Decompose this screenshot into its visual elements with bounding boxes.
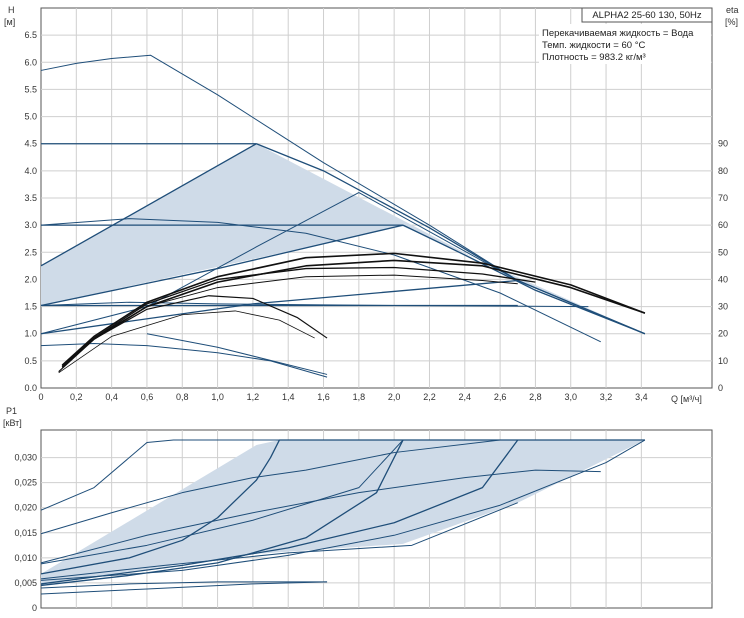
power-y-tick-labels: 0 0,005 0,010 0,015 0,020 0,025 0,030 <box>14 453 37 613</box>
power-operating-region <box>41 440 645 586</box>
x-tick-label: 0,6 <box>141 392 154 402</box>
eta-tick-label: 30 <box>718 302 728 312</box>
x-tick-label: 2,0 <box>388 392 401 402</box>
power-curve <box>40 502 518 580</box>
head-tick-label: 2.0 <box>24 274 37 284</box>
head-curve <box>40 54 646 335</box>
power-tick-label: 0,025 <box>14 478 37 488</box>
x-tick-label: 3,4 <box>635 392 648 402</box>
head-tick-label: 1.0 <box>24 329 37 339</box>
head-tick-label: 6.0 <box>24 57 37 67</box>
power-axis-title: P1 <box>6 406 17 416</box>
eta-axis-unit: [%] <box>725 17 738 27</box>
x-tick-label: 3,2 <box>600 392 613 402</box>
title-box <box>581 7 713 23</box>
head-curve <box>61 259 646 368</box>
head-tick-label: 6.5 <box>24 30 37 40</box>
x-tick-label: 1,2 <box>247 392 260 402</box>
head-tick-label: 2.5 <box>24 247 37 257</box>
head-y-tick-labels: 0.0 0.5 1.0 1.5 2.0 2.5 3.0 3.5 4.0 4.5 5.0 5.5 6.0 6… <box>24 30 37 393</box>
head-curve <box>40 301 589 308</box>
head-curve <box>40 224 404 307</box>
eta-tick-labels: 0 10 20 30 40 50 60 70 80 90 <box>718 139 728 393</box>
power-tick-label: 0,005 <box>14 578 37 588</box>
head-efficiency-panel: 0 0,2 0,4 0,6 0,8 1,0 1,2 1,4 1,6 1,8 2,0 2,2 2,4 2,6… <box>4 5 739 404</box>
chart-title: ALPHA2 25-60 130, 50Hz <box>592 10 702 21</box>
x-tick-label: 2,2 <box>423 392 436 402</box>
fluid-annotation: Перекачиваемая жидкость = Вода <box>542 28 694 39</box>
x-tick-label: 2,4 <box>459 392 472 402</box>
power-series-group <box>40 439 646 595</box>
power-curve <box>40 581 328 589</box>
head-curve <box>58 310 315 374</box>
head-tick-label: 5.5 <box>24 84 37 94</box>
head-curve <box>58 295 328 373</box>
eta-tick-label: 20 <box>718 329 728 339</box>
x-tick-label: 0,2 <box>70 392 83 402</box>
power-curve <box>40 439 646 581</box>
head-tick-label: 5.0 <box>24 112 37 122</box>
eta-axis-title: eta <box>726 5 739 15</box>
eta-tick-label: 70 <box>718 193 728 203</box>
power-curve <box>40 439 519 585</box>
x-tick-label: 1,8 <box>353 392 366 402</box>
head-curve <box>402 224 646 335</box>
power-tick-label: 0,015 <box>14 528 37 538</box>
power-axis-unit: [кВт] <box>3 418 22 428</box>
head-curve <box>61 252 646 366</box>
power-tick-label: 0 <box>32 603 37 613</box>
head-tick-label: 1.5 <box>24 302 37 312</box>
head-curve <box>40 143 257 267</box>
head-curve <box>256 143 646 335</box>
eta-tick-label: 60 <box>718 220 728 230</box>
x-tick-label: 1,6 <box>317 392 330 402</box>
x-tick-label: 2,6 <box>494 392 507 402</box>
head-curve <box>40 192 519 335</box>
x-tick-label: 0,4 <box>105 392 118 402</box>
power-tick-label: 0,010 <box>14 553 37 563</box>
eta-tick-label: 10 <box>718 356 728 366</box>
power-curve <box>40 581 328 595</box>
x-tick-labels: 0 0,2 0,4 0,6 0,8 1,0 1,2 1,4 1,6 1,8 2,0 2,2 2,4 2,6… <box>38 392 647 402</box>
power-curve <box>40 439 645 535</box>
head-tick-label: 4.5 <box>24 139 37 149</box>
power-operating-area <box>41 440 645 586</box>
power-curve <box>40 439 404 565</box>
power-tick-label: 0,030 <box>14 453 37 463</box>
x-tick-label: 1,4 <box>282 392 295 402</box>
eta-tick-label: 80 <box>718 166 728 176</box>
head-curve <box>61 274 518 367</box>
head-curve <box>146 333 328 375</box>
x-tick-label: 0 <box>38 392 43 402</box>
head-axis-unit: [м] <box>4 17 15 27</box>
power-curve <box>40 469 601 564</box>
eta-tick-label: 50 <box>718 247 728 257</box>
head-tick-label: 0.5 <box>24 356 37 366</box>
head-axis-title: H <box>8 5 15 15</box>
head-tick-label: 3.0 <box>24 220 37 230</box>
density-annotation: Плотность = 983.2 кг/м³ <box>542 52 646 63</box>
head-tick-label: 3.5 <box>24 193 37 203</box>
x-tick-label: 0,8 <box>176 392 189 402</box>
head-tick-label: 0.0 <box>24 383 37 393</box>
head-series-group <box>40 54 646 378</box>
eta-tick-label: 40 <box>718 274 728 284</box>
eta-tick-label: 0 <box>718 383 723 393</box>
power-curve <box>40 439 404 587</box>
x-axis-title: Q [м³/ч] <box>671 394 702 404</box>
power-tick-label: 0,020 <box>14 503 37 513</box>
x-tick-label: 2,8 <box>529 392 542 402</box>
annotation-box <box>539 24 711 64</box>
power-panel: 0 0,005 0,010 0,015 0,020 0,025 0,030 P1 [кВт] <box>3 406 713 613</box>
x-tick-label: 1,0 <box>211 392 224 402</box>
head-curve <box>40 218 601 343</box>
eta-tick-label: 90 <box>718 139 728 149</box>
x-tick-label: 3,0 <box>564 392 577 402</box>
head-tick-label: 4.0 <box>24 166 37 176</box>
temperature-annotation: Темп. жидкости = 60 °C <box>542 40 645 51</box>
power-curve <box>40 439 645 575</box>
